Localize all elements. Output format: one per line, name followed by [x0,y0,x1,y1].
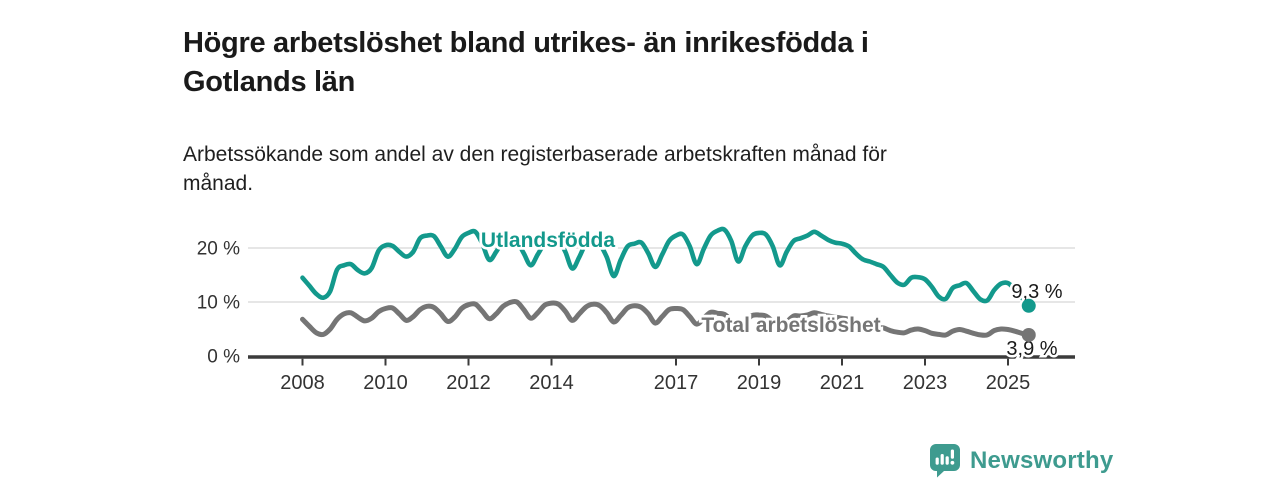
y-tick-label-20: 20 % [197,238,240,259]
series-line-total-arbetsloshet [300,298,1032,338]
series-end-dot-utlandsfodda [1021,298,1036,313]
chart-subtitle-line-1: Arbetssökande som andel av den registerb… [183,143,887,166]
x-tick-label-2012: 2012 [446,372,491,394]
x-tick-label-2010: 2010 [363,372,408,394]
page-title-line-1: Högre arbetslöshet bland utrikes- än inr… [183,27,869,60]
newsworthy-logo-text: Newsworthy [970,447,1114,474]
series-label-total-arbetsloshet: Total arbetslöshet [701,314,880,337]
chart-subtitle-line-2: månad. [183,172,254,195]
chart-subtitle: Arbetssökande som andel av den registerb… [183,140,1063,198]
series-end-dot-total-arbetsloshet [1021,327,1036,342]
series-end-value-total-arbetsloshet: 3,9 % [1006,338,1057,360]
page-title: Högre arbetslöshet bland utrikes- än inr… [183,24,1063,102]
series-end-value-utlandsfodda: 9,3 % [1011,281,1062,303]
page-title-line-2: Gotlands län [183,66,356,99]
series-label-utlandsfodda: Utlandsfödda [481,229,615,252]
x-tick-label-2017: 2017 [654,372,699,394]
x-tick-label-2019: 2019 [737,372,782,394]
x-tick-label-2014: 2014 [529,372,574,394]
series-line-utlandsfodda [300,226,1032,309]
x-tick-label-2008: 2008 [280,372,325,394]
y-tick-label-10: 10 % [197,292,240,313]
x-tick-label-2021: 2021 [820,372,865,394]
y-tick-label-0: 0 % [207,346,240,367]
x-tick-label-2023: 2023 [903,372,948,394]
x-tick-label-2025: 2025 [986,372,1031,394]
newsworthy-logo[interactable]: Newsworthy [930,444,1113,478]
newsworthy-chart-bubble-icon [930,444,960,478]
